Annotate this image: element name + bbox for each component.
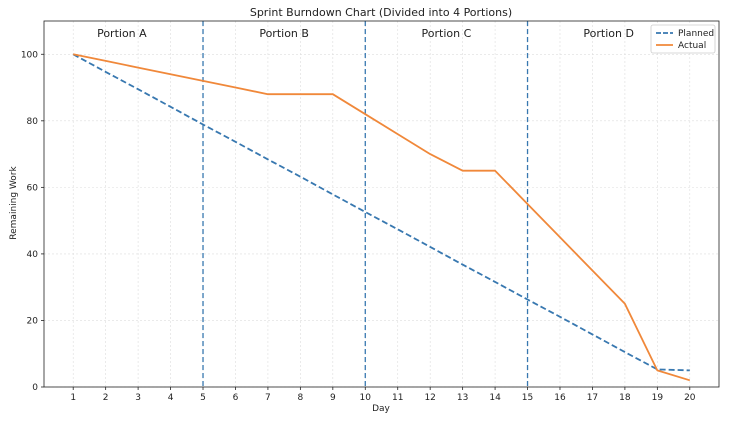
x-tick-label: 19 [652,393,664,403]
y-tick-label: 60 [27,183,39,193]
series-lines [72,53,691,382]
x-tick-label: 5 [200,393,206,403]
x-tick-label: 4 [168,393,174,403]
x-tick-label: 15 [522,393,533,403]
portion-label: Portion D [583,27,634,40]
x-tick-label: 2 [103,393,109,403]
chart-title: Sprint Burndown Chart (Divided into 4 Po… [250,6,512,19]
x-tick-label: 18 [619,393,631,403]
y-tick-label: 40 [27,250,39,260]
x-tick-label: 17 [587,393,598,403]
series-line-planned [72,53,690,372]
x-tick-label: 8 [298,393,304,403]
plot-frame [43,20,720,388]
x-tick-label: 12 [424,393,435,403]
y-tick-label: 100 [21,50,38,60]
portion-label: Portion C [422,27,472,40]
y-axis-ticks: 0 20 40 60 80 100 [21,50,44,393]
y-tick-label: 20 [27,316,39,326]
y-tick-label: 80 [27,117,39,127]
x-tick-label: 13 [457,393,468,403]
x-tick-label: 3 [135,393,141,403]
legend-label-planned: Planned [678,29,714,39]
x-tick-label: 9 [330,393,336,403]
x-axis-label: Day [372,404,390,414]
x-tick-label: 14 [489,393,501,403]
x-tick-label: 11 [392,393,403,403]
legend-box [650,24,716,54]
portion-labels: Portion A Portion B Portion C Portion D [97,27,634,40]
legend-label-actual: Actual [678,41,706,51]
x-tick-label: 16 [554,393,566,403]
x-tick-label: 6 [233,393,239,403]
y-tick-label: 0 [32,383,38,393]
x-axis-ticks: 1 2 3 4 5 6 7 8 9 10 11 12 13 14 15 16 17 18 19 20 [70,387,696,403]
portion-label: Portion A [97,27,147,40]
series-line-actual [73,53,691,382]
portion-dividers [202,21,529,387]
portion-label: Portion B [259,27,309,40]
grid [44,21,719,388]
legend: Planned Actual [650,24,716,54]
y-axis-label: Remaining Work [9,165,19,239]
x-tick-label: 20 [684,393,696,403]
x-tick-label: 1 [70,393,76,403]
x-tick-label: 7 [265,393,271,403]
x-tick-label: 10 [360,393,372,403]
